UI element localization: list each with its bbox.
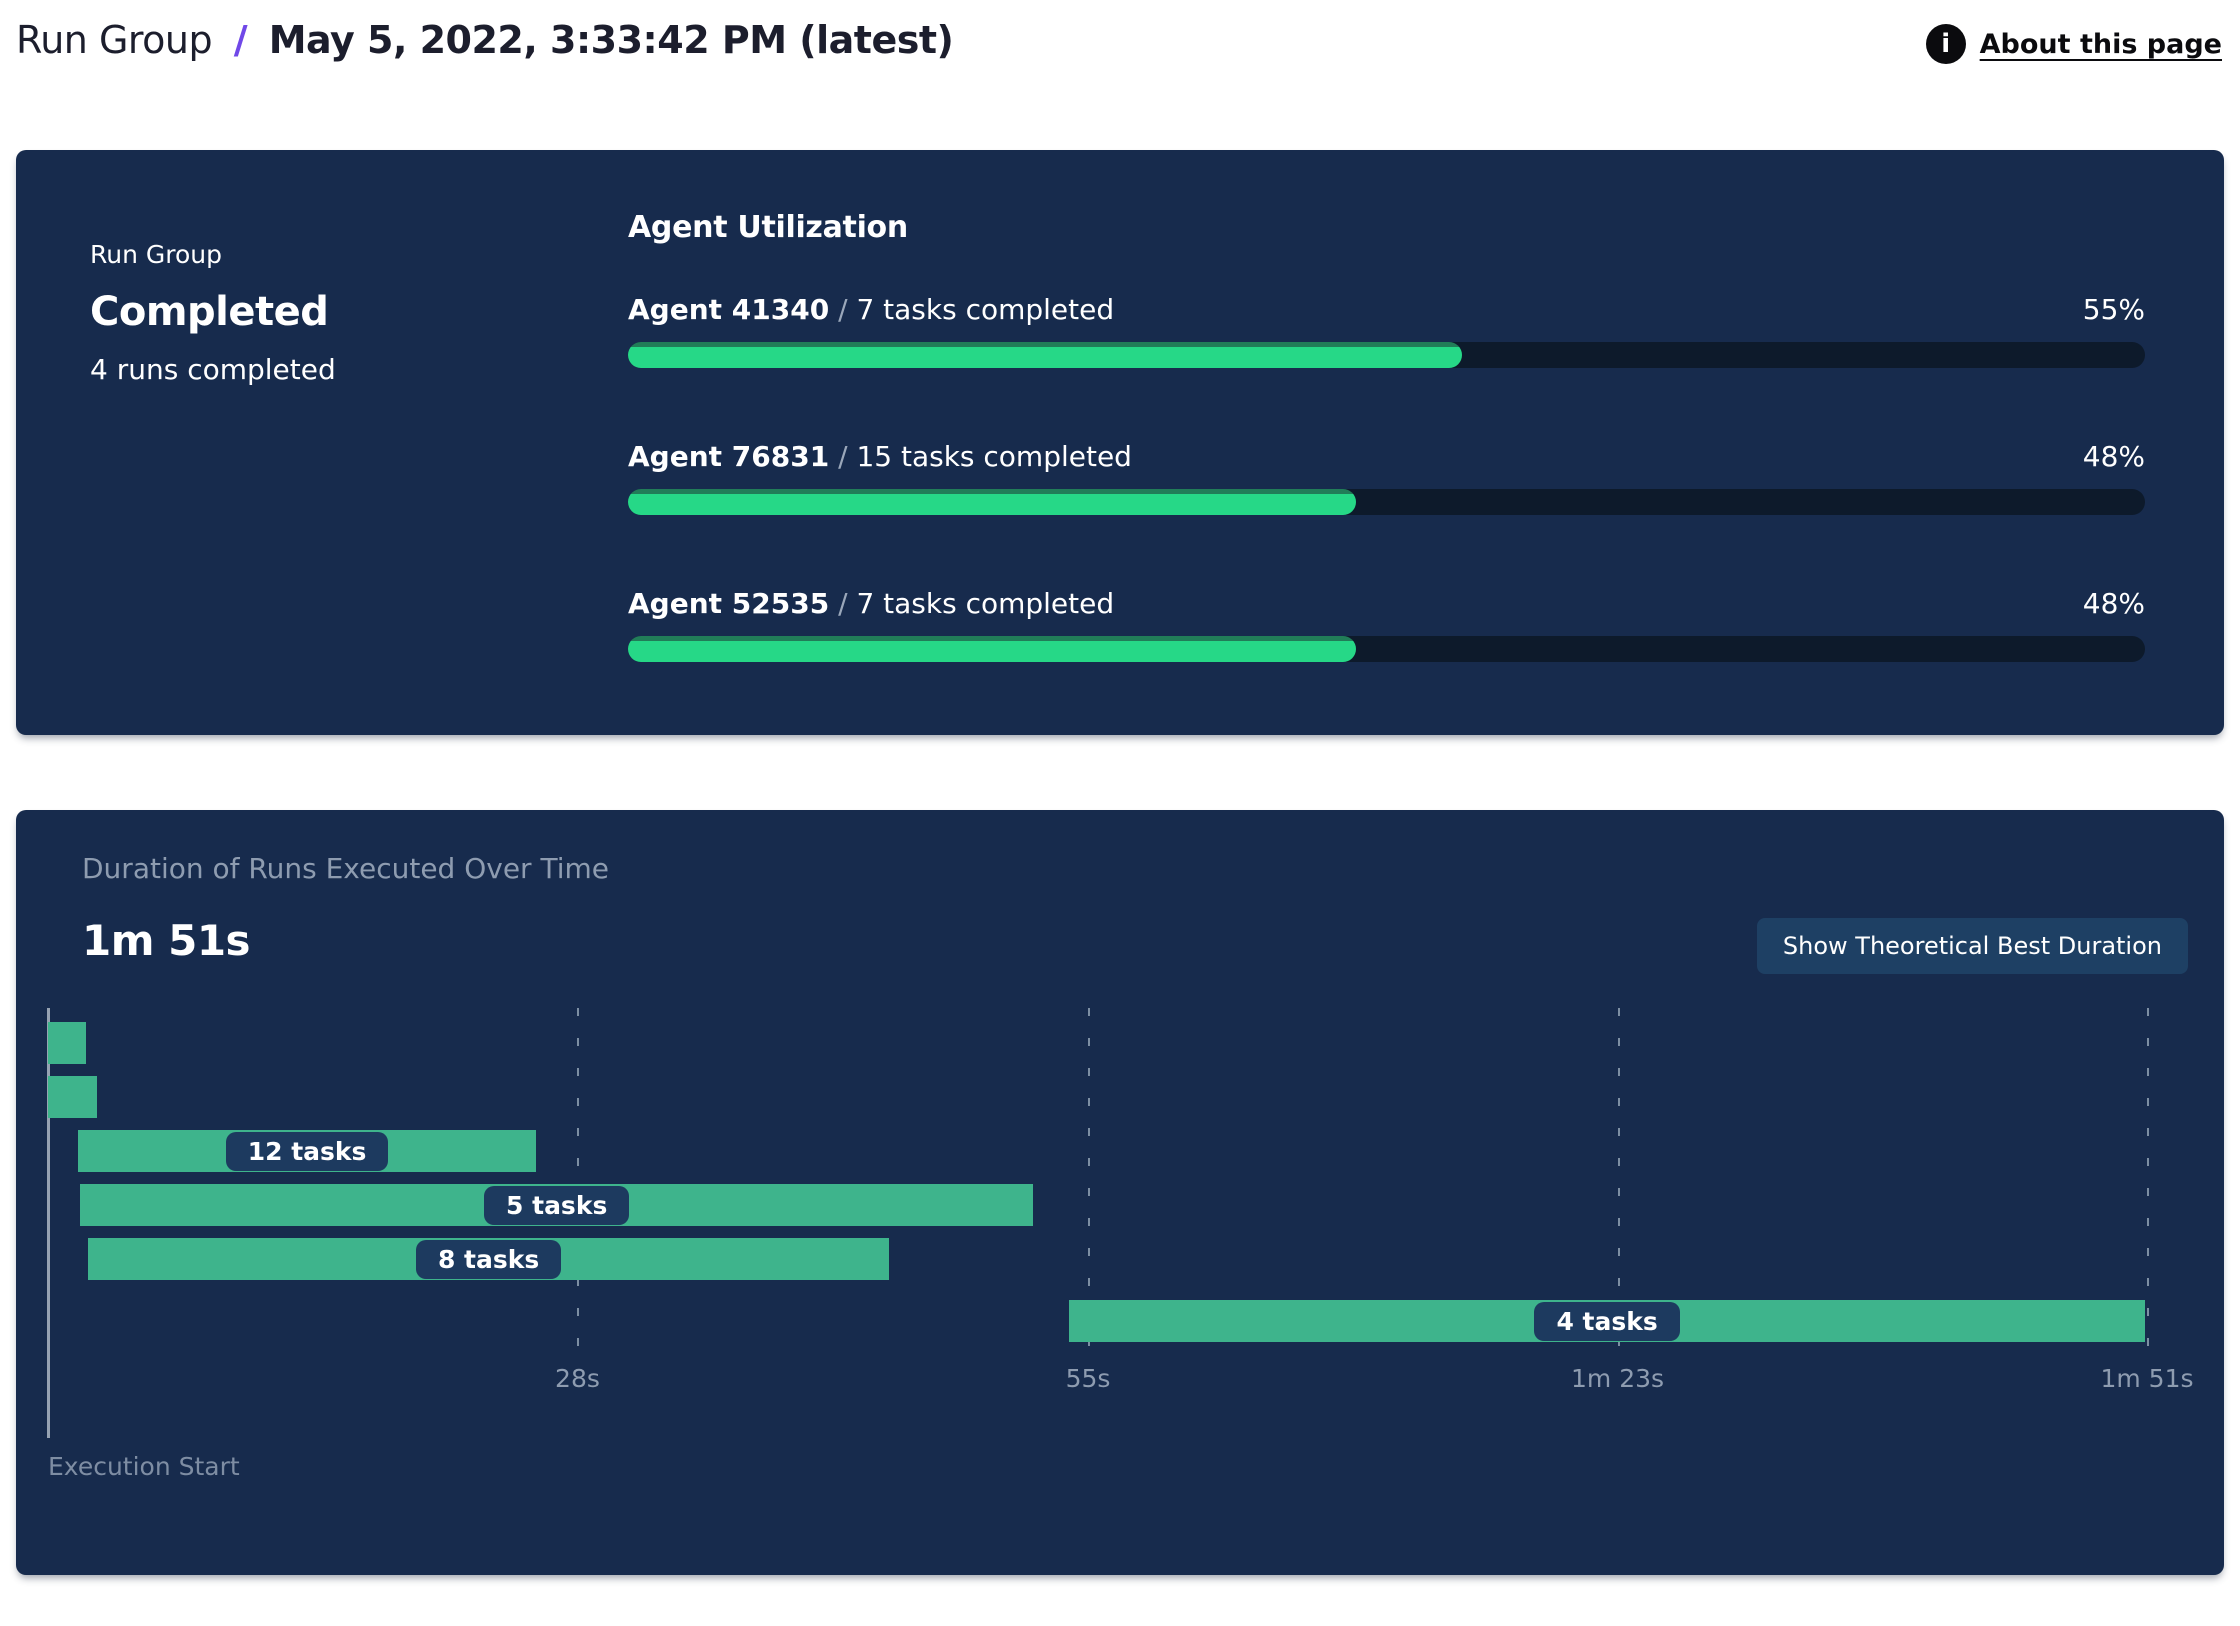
gridline-28s bbox=[577, 1008, 580, 1358]
agent-utilization-bar-fill bbox=[628, 489, 1357, 515]
run-bar-task-count-pill: 5 tasks bbox=[484, 1185, 630, 1225]
gridline-55s bbox=[1088, 1008, 1091, 1358]
agent-label: Agent 76831 / 15 tasks completed bbox=[628, 440, 1132, 473]
run-group-summary-panel: Run Group Completed 4 runs completed Age… bbox=[16, 150, 2224, 735]
agent-label-separator: / bbox=[838, 440, 857, 473]
agent-utilization-row: Agent 76831 / 15 tasks completed 48% bbox=[628, 440, 2145, 515]
agent-utilization-bar-track bbox=[628, 636, 2145, 662]
page-header: Run Group / May 5, 2022, 3:33:42 PM (lat… bbox=[16, 12, 2224, 82]
agent-utilization-percent: 55% bbox=[2082, 293, 2145, 326]
total-duration-value: 1m 51s bbox=[82, 916, 251, 965]
agent-tasks-completed: 15 tasks completed bbox=[856, 440, 1132, 473]
agent-tasks-completed: 7 tasks completed bbox=[856, 587, 1115, 620]
x-axis-tick-label: 28s bbox=[555, 1364, 600, 1393]
agent-utilization-percent: 48% bbox=[2082, 587, 2145, 620]
run-bar-task-count-pill: 4 tasks bbox=[1534, 1301, 1680, 1341]
breadcrumb-run-group[interactable]: Run Group bbox=[16, 18, 213, 62]
about-this-page-link[interactable]: About this page bbox=[1979, 28, 2222, 60]
duration-chart-title: Duration of Runs Executed Over Time bbox=[82, 852, 609, 885]
agent-row-head: Agent 76831 / 15 tasks completed 48% bbox=[628, 440, 2145, 473]
agent-label: Agent 41340 / 7 tasks completed bbox=[628, 293, 1114, 326]
run-bar-4[interactable]: 5 tasks bbox=[80, 1184, 1034, 1226]
agent-utilization-percent: 48% bbox=[2082, 440, 2145, 473]
agent-utilization-bar-track bbox=[628, 489, 2145, 515]
agent-utilization-row: Agent 52535 / 7 tasks completed 48% bbox=[628, 587, 2145, 662]
y-axis-line bbox=[47, 1008, 50, 1438]
page-title: May 5, 2022, 3:33:42 PM (latest) bbox=[268, 18, 954, 62]
gantt-chart: 28s 55s 1m 23s 1m 51s 12 tasks 5 tasks 8 tasks… bbox=[16, 1008, 2224, 1448]
duration-panel: Duration of Runs Executed Over Time 1m 5… bbox=[16, 810, 2224, 1575]
gridline-1m23s bbox=[1617, 1008, 1620, 1358]
agent-row-head: Agent 52535 / 7 tasks completed 48% bbox=[628, 587, 2145, 620]
run-bar-task-count-pill: 12 tasks bbox=[225, 1131, 389, 1171]
agent-tasks-completed: 7 tasks completed bbox=[856, 293, 1115, 326]
run-bar-5[interactable]: 8 tasks bbox=[87, 1238, 890, 1280]
agent-utilization-bar-track bbox=[628, 342, 2145, 368]
gridline-1m51s bbox=[2147, 1008, 2149, 1358]
agent-label: Agent 52535 / 7 tasks completed bbox=[628, 587, 1114, 620]
run-bar-2[interactable] bbox=[48, 1076, 98, 1118]
run-bar-3[interactable]: 12 tasks bbox=[78, 1130, 536, 1172]
agent-utilization-section: Agent Utilization Agent 41340 / 7 tasks … bbox=[628, 210, 2145, 734]
breadcrumb-separator: / bbox=[233, 18, 248, 62]
agent-label-separator: / bbox=[838, 293, 857, 326]
x-axis-tick-label: 55s bbox=[1065, 1364, 1111, 1393]
agent-label-separator: / bbox=[838, 587, 857, 620]
x-axis-tick-label: 1m 51s bbox=[2100, 1364, 2194, 1393]
x-axis-tick-label: 1m 23s bbox=[1570, 1364, 1665, 1393]
agent-row-head: Agent 41340 / 7 tasks completed 55% bbox=[628, 293, 2145, 326]
agent-name: Agent 41340 bbox=[628, 293, 830, 326]
run-group-status: Completed bbox=[90, 289, 329, 335]
runs-completed-count: 4 runs completed bbox=[90, 353, 336, 386]
execution-start-label: Execution Start bbox=[48, 1452, 240, 1481]
run-bar-1[interactable] bbox=[48, 1022, 86, 1064]
agent-name: Agent 52535 bbox=[628, 587, 830, 620]
show-theoretical-best-duration-button[interactable]: Show Theoretical Best Duration bbox=[1756, 918, 2188, 974]
about-this-page[interactable]: i About this page bbox=[1925, 24, 2222, 64]
info-icon: i bbox=[1925, 24, 1966, 64]
run-bar-task-count-pill: 8 tasks bbox=[415, 1239, 562, 1279]
agent-utilization-row: Agent 41340 / 7 tasks completed 55% bbox=[628, 293, 2145, 368]
agent-name: Agent 76831 bbox=[628, 440, 830, 473]
agent-utilization-bar-fill bbox=[628, 636, 1357, 662]
run-group-label: Run Group bbox=[90, 240, 222, 269]
breadcrumb: Run Group / May 5, 2022, 3:33:42 PM (lat… bbox=[16, 18, 954, 62]
run-group-status-block: Run Group Completed 4 runs completed bbox=[90, 240, 336, 386]
agent-utilization-heading: Agent Utilization bbox=[628, 210, 908, 245]
agent-utilization-bar-fill bbox=[628, 342, 1463, 368]
agent-utilization-rows: Agent 41340 / 7 tasks completed 55% Agen… bbox=[628, 293, 2145, 662]
run-bar-6[interactable]: 4 tasks bbox=[1069, 1300, 2146, 1342]
